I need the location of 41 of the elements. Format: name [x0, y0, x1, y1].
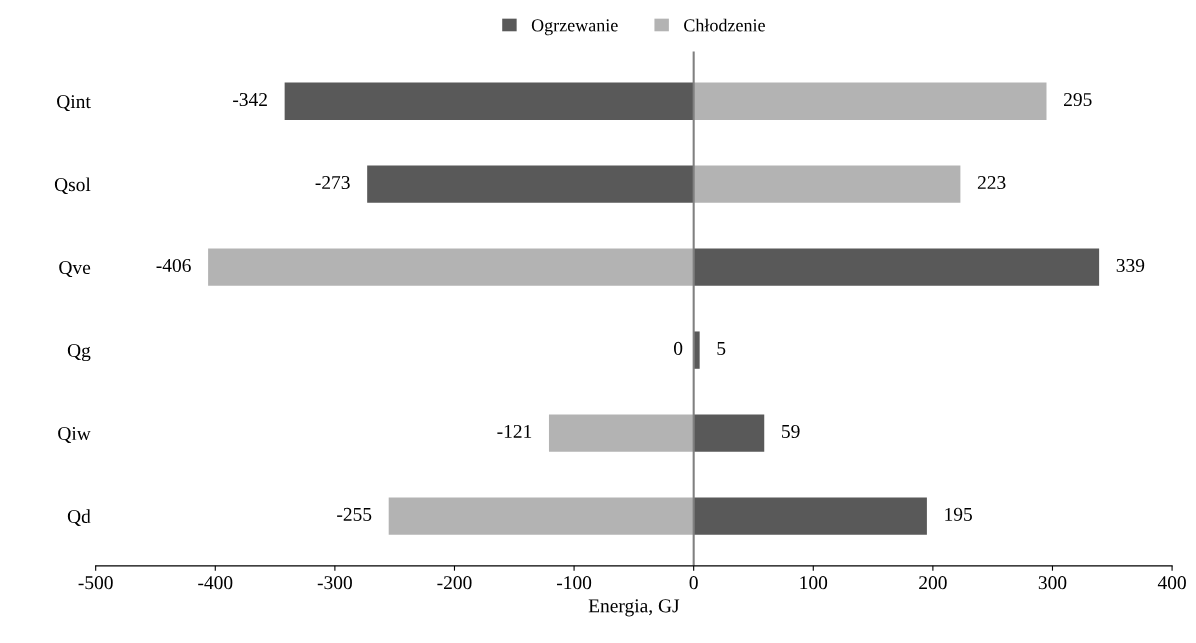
data-label: 295	[1064, 93, 1092, 107]
x-tick-label: 200	[919, 576, 947, 590]
bar	[693, 497, 927, 535]
data-label: -406	[156, 258, 191, 273]
bar	[208, 248, 694, 286]
y-tick-label: Qve	[59, 261, 91, 278]
x-axis-title: Energia, GJ	[588, 599, 680, 617]
data-label: 195	[945, 507, 972, 521]
data-label: -273	[315, 175, 350, 190]
x-tick-label: -400	[198, 576, 233, 590]
x-tick-label: 400	[1157, 576, 1186, 590]
x-tick-label: -500	[78, 576, 113, 590]
bar	[693, 82, 1047, 120]
x-tick-label: 300	[1038, 576, 1067, 590]
data-label: 339	[1116, 258, 1145, 273]
bar	[284, 82, 694, 120]
x-tick-label: -300	[317, 576, 352, 590]
data-label: -342	[233, 93, 267, 107]
data-label: 0	[674, 341, 683, 355]
x-tick-label: -200	[437, 576, 472, 590]
x-tick-label: 0	[689, 576, 698, 590]
y-tick-label: Qint	[57, 95, 91, 112]
legend-label: Chłodzenie	[684, 18, 765, 32]
x-tick-label: 100	[800, 576, 828, 590]
data-label: 223	[977, 175, 1006, 190]
y-tick-label: Qsol	[54, 177, 91, 195]
legend-label: Ogrzewanie	[531, 19, 618, 36]
bar	[367, 165, 694, 203]
data-label: 5	[717, 342, 726, 355]
y-tick-label: Qg	[67, 343, 91, 362]
x-tick-label: -100	[556, 576, 592, 590]
bar	[388, 497, 694, 535]
y-tick-label: Qiw	[58, 426, 91, 443]
data-label: -121	[497, 424, 532, 438]
y-tick-label: Qd	[67, 509, 91, 526]
data-label: -255	[337, 507, 372, 521]
bar	[548, 414, 694, 452]
data-label: 59	[782, 424, 800, 438]
bar	[693, 165, 961, 203]
bar	[693, 248, 1100, 286]
bar	[693, 414, 765, 452]
